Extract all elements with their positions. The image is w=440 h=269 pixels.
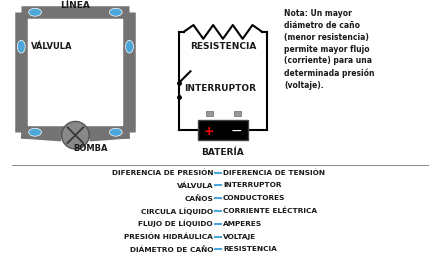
Text: RESISTENCIA: RESISTENCIA [190, 42, 256, 51]
Ellipse shape [109, 8, 122, 16]
Text: AMPERES: AMPERES [223, 221, 262, 227]
Ellipse shape [29, 8, 41, 16]
FancyBboxPatch shape [234, 111, 241, 116]
FancyBboxPatch shape [198, 121, 248, 140]
Text: VÁLVULA: VÁLVULA [176, 182, 213, 189]
Text: PRESIÓN HIDRÁULICA: PRESIÓN HIDRÁULICA [124, 233, 213, 240]
Text: VOLTAJE: VOLTAJE [223, 233, 256, 239]
Text: −: − [231, 124, 242, 138]
Text: +: + [204, 125, 214, 138]
Circle shape [62, 121, 89, 149]
Text: INTERRUPTOR: INTERRUPTOR [185, 84, 257, 94]
FancyBboxPatch shape [206, 111, 213, 116]
Ellipse shape [29, 128, 41, 136]
Text: BATERÍA: BATERÍA [202, 148, 244, 157]
Text: DIÁMETRO DE CAÑO: DIÁMETRO DE CAÑO [130, 246, 213, 253]
Text: CAÑOS: CAÑOS [184, 195, 213, 202]
Text: DIFERENCIA DE PRESIÓN: DIFERENCIA DE PRESIÓN [112, 169, 213, 176]
Text: CONDUCTORES: CONDUCTORES [223, 195, 285, 201]
Text: CIRCULA LÍQUIDO: CIRCULA LÍQUIDO [141, 207, 213, 215]
Ellipse shape [17, 40, 25, 53]
Text: VÁLVULA: VÁLVULA [31, 42, 73, 51]
Text: LÍNEA: LÍNEA [60, 1, 90, 10]
Text: DIFERENCIA DE TENSIÓN: DIFERENCIA DE TENSIÓN [223, 169, 325, 176]
Ellipse shape [125, 40, 133, 53]
Ellipse shape [109, 128, 122, 136]
Text: FLUJO DE LÍQUIDO: FLUJO DE LÍQUIDO [139, 220, 213, 228]
Text: RESISTENCIA: RESISTENCIA [223, 246, 277, 252]
Text: INTERRUPTOR: INTERRUPTOR [223, 182, 282, 188]
Text: BOMBA: BOMBA [73, 143, 107, 153]
Text: CORRIENTE ELÉCTRICA: CORRIENTE ELÉCTRICA [223, 208, 317, 214]
Text: Nota: Un mayor
diámetro de caño
(menor resistencia)
permite mayor flujo
(corrien: Nota: Un mayor diámetro de caño (menor r… [284, 9, 374, 90]
